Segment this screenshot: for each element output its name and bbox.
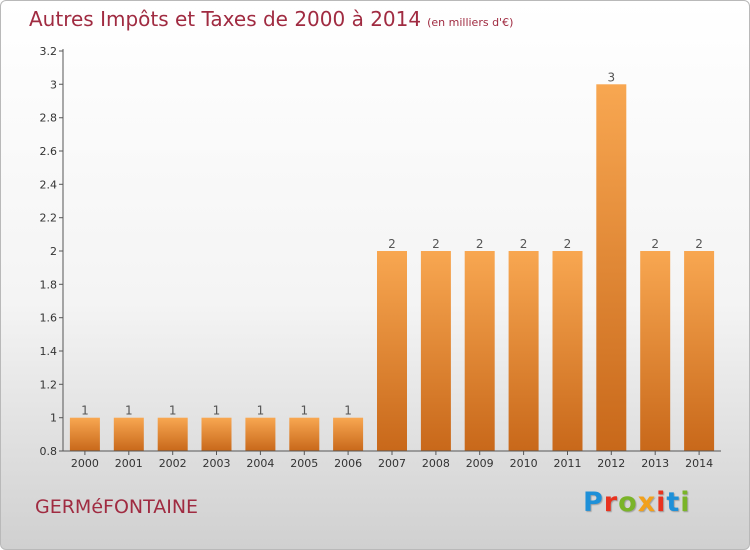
bar-2011: [552, 251, 583, 451]
x-tick-label-2010: 2010: [510, 457, 538, 470]
y-tick-label: 2.8: [40, 112, 58, 125]
x-tick-label-2012: 2012: [597, 457, 625, 470]
bar-2005: [289, 417, 320, 451]
bar-2004: [245, 417, 276, 451]
data-label-2013: 2: [651, 237, 659, 251]
place-name: GERMéFONTAINE: [35, 496, 199, 518]
y-tick-label: 2.6: [40, 145, 58, 158]
bar-2012: [596, 84, 627, 452]
x-tick-label-2006: 2006: [334, 457, 362, 470]
y-tick-label: 1.8: [40, 278, 58, 291]
bar-series: 1 1 1 1 1 1 1 2 2 2 2 2 3 2 2: [69, 70, 715, 452]
x-tick-label-2001: 2001: [115, 457, 143, 470]
y-tick-label: 2: [50, 245, 57, 258]
x-tick-label-2003: 2003: [203, 457, 231, 470]
y-tick-label: 1.2: [40, 378, 58, 391]
data-label-2008: 2: [432, 237, 440, 251]
data-label-2002: 1: [169, 404, 177, 418]
bar-2009: [464, 251, 495, 451]
chart-axes: 2000 2001 2002 2003 2004 2005 2006 2007 2008 2009…: [40, 45, 721, 470]
y-tick-label: 1: [50, 412, 57, 425]
y-tick-label: 1.6: [40, 312, 58, 325]
data-label-2000: 1: [81, 404, 89, 418]
data-label-2014: 2: [695, 237, 703, 251]
data-label-2006: 1: [344, 404, 352, 418]
x-tick-label-2011: 2011: [554, 457, 582, 470]
data-label-2009: 2: [476, 237, 484, 251]
y-tick-label: 3: [50, 78, 57, 91]
bar-2006: [333, 417, 364, 451]
y-tick-label: 0.8: [40, 445, 58, 458]
data-label-2004: 1: [257, 404, 265, 418]
chart-title-text: Autres Impôts et Taxes de 2000 à 2014: [29, 7, 422, 31]
chart-title: Autres Impôts et Taxes de 2000 à 2014 (en…: [29, 7, 513, 31]
x-tick-label-2007: 2007: [378, 457, 406, 470]
data-label-2010: 2: [520, 237, 528, 251]
x-tick-label-2008: 2008: [422, 457, 450, 470]
y-tick-label: 2.2: [40, 212, 58, 225]
y-tick-label: 2.4: [40, 178, 58, 191]
logo-letter: i: [680, 487, 691, 518]
data-label-2005: 1: [300, 404, 308, 418]
proxiti-logo: Proxiti: [583, 487, 691, 518]
y-tick-label: 3.2: [40, 45, 58, 58]
data-label-2011: 2: [564, 237, 572, 251]
bar-2003: [201, 417, 232, 451]
bar-2001: [113, 417, 144, 451]
bar-2010: [508, 251, 539, 451]
bar-2007: [377, 251, 407, 451]
bar-2008: [420, 251, 451, 451]
y-tick-label: 1.4: [40, 345, 58, 358]
x-tick-label-2004: 2004: [246, 457, 274, 470]
bar-2013: [640, 251, 671, 451]
x-tick-label-2000: 2000: [71, 457, 99, 470]
logo-letter: i: [656, 487, 667, 518]
logo-letter: r: [603, 487, 619, 518]
x-tick-label-2002: 2002: [159, 457, 187, 470]
data-label-2003: 1: [213, 404, 221, 418]
logo-letter: t: [666, 487, 681, 518]
data-label-2007: 2: [388, 237, 396, 251]
data-label-2012: 3: [607, 70, 615, 84]
logo-letter: P: [583, 487, 604, 518]
x-tick-label-2009: 2009: [466, 457, 494, 470]
data-label-2001: 1: [125, 404, 133, 418]
logo-letter: x: [637, 487, 657, 518]
bar-2000: [69, 417, 100, 451]
x-tick-label-2013: 2013: [641, 457, 669, 470]
x-tick-label-2005: 2005: [290, 457, 318, 470]
bar-2002: [157, 417, 188, 451]
logo-letter: o: [618, 487, 638, 518]
bar-2014: [684, 251, 715, 451]
chart-unit: (en milliers d'€): [427, 16, 514, 29]
x-tick-label-2014: 2014: [685, 457, 713, 470]
